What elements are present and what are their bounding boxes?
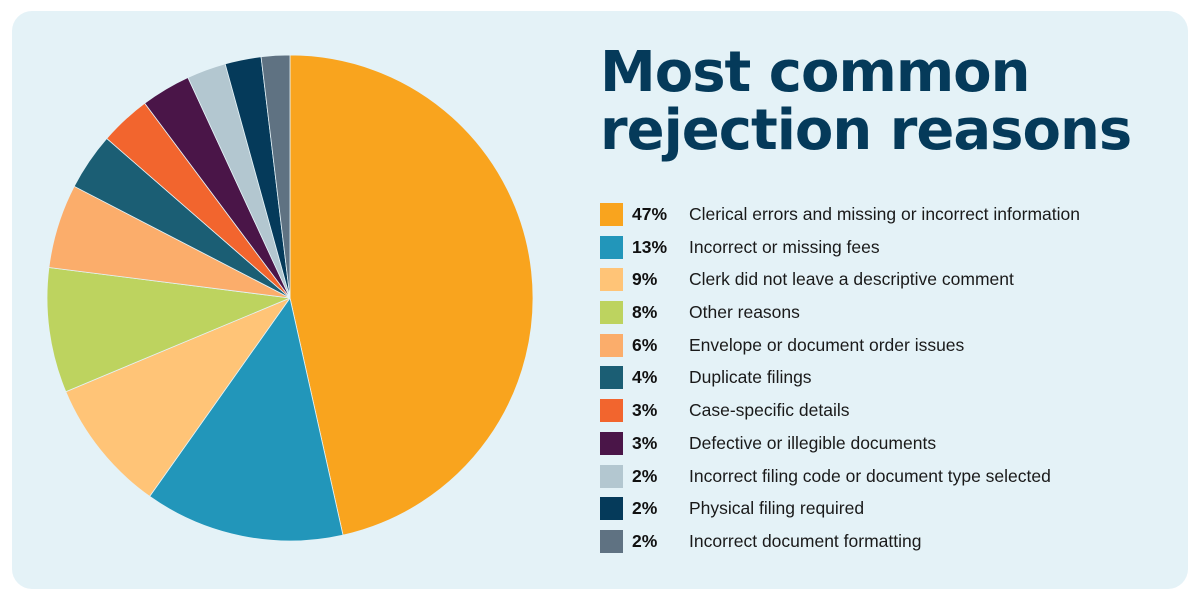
pie-slice xyxy=(289,54,534,536)
legend-label: Duplicate filings xyxy=(689,367,812,388)
legend-swatch xyxy=(600,235,623,259)
pie-slice xyxy=(65,297,291,497)
legend-label: Case-specific details xyxy=(689,400,850,421)
legend-percent: 8% xyxy=(632,302,658,323)
legend-item: 8% Other reasons xyxy=(600,300,1080,333)
legend-item: 6% Envelope or document order issues xyxy=(600,333,1080,366)
pie-chart xyxy=(45,53,535,543)
legend-percent: 47% xyxy=(632,204,668,224)
pie-slice xyxy=(46,267,291,393)
legend-percent: 3% xyxy=(632,432,658,453)
legend-swatch xyxy=(600,464,623,488)
legend-label: Clerical errors and missing or incorrect… xyxy=(689,204,1080,224)
legend-label: Incorrect or missing fees xyxy=(689,236,880,257)
legend-swatch xyxy=(600,529,623,553)
chart-legend: 47% Clerical errors and missing or incor… xyxy=(600,202,1080,562)
legend-item: 4% Duplicate filings xyxy=(600,365,1080,398)
legend-item: 9% Clerk did not leave a descriptive com… xyxy=(600,267,1080,300)
legend-percent: 2% xyxy=(632,465,658,486)
legend-item: 47% Clerical errors and missing or incor… xyxy=(600,202,1080,235)
legend-percent: 2% xyxy=(632,498,658,519)
legend-label: Other reasons xyxy=(689,302,800,323)
legend-swatch xyxy=(600,497,623,521)
legend-percent: 2% xyxy=(632,530,658,551)
legend-label: Incorrect document formatting xyxy=(689,530,922,551)
legend-swatch xyxy=(600,431,623,455)
legend-item: 3% Defective or illegible documents xyxy=(600,431,1080,464)
legend-item: 13% Incorrect or missing fees xyxy=(600,235,1080,268)
chart-title-line-1: Most common xyxy=(600,40,1031,105)
legend-label: Defective or illegible documents xyxy=(689,432,937,453)
chart-title-line-2: rejection reasons xyxy=(600,98,1132,163)
legend-label: Physical filing required xyxy=(689,498,865,519)
pie-chart-svg xyxy=(46,54,534,542)
legend-swatch xyxy=(600,366,623,390)
pie-slice xyxy=(260,54,291,299)
legend-swatch xyxy=(600,268,623,292)
legend-swatch xyxy=(600,333,623,357)
legend-swatch xyxy=(600,301,623,325)
legend-item: 2% Incorrect document formatting xyxy=(600,529,1080,562)
legend-label: Clerk did not leave a descriptive commen… xyxy=(689,269,1014,290)
legend-percent: 3% xyxy=(632,400,658,421)
legend-percent: 6% xyxy=(632,334,658,355)
legend-percent: 9% xyxy=(632,269,658,290)
legend-percent: 13% xyxy=(632,236,668,257)
legend-swatch xyxy=(600,203,623,226)
pie-slice xyxy=(149,297,344,542)
legend-label: Envelope or document order issues xyxy=(689,334,965,355)
chart-title: Most common rejection reasons xyxy=(600,40,1132,163)
legend-item: 2% Incorrect filing code or document typ… xyxy=(600,464,1080,497)
legend-item: 3% Case-specific details xyxy=(600,398,1080,431)
legend-swatch xyxy=(600,399,623,423)
legend-label: Incorrect filing code or document type s… xyxy=(689,465,1051,486)
legend-item: 2% Physical filing required xyxy=(600,496,1080,529)
legend-percent: 4% xyxy=(632,367,658,388)
